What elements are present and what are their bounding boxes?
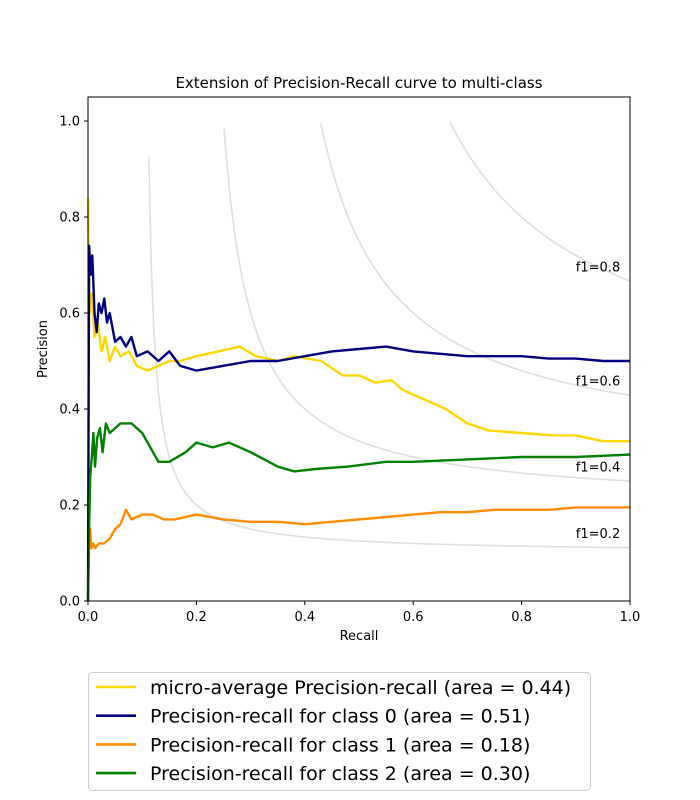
iso-f1-label-3: f1=0.8 [576, 260, 620, 275]
iso-f1-curve-2 [320, 123, 631, 397]
iso-f1-curves: f1=0.2 f1=0.4 f1=0.6 f1=0.8 [148, 121, 631, 549]
iso-f1-label-0: f1=0.2 [576, 527, 620, 542]
legend-frame [88, 672, 591, 791]
iso-f1-label-2: f1=0.6 [576, 375, 620, 390]
series-line-1 [86, 244, 630, 602]
y-tick-label-0: 0.0 [59, 595, 80, 610]
legend-label-0: micro-average Precision-recall (area = 0… [150, 677, 571, 699]
y-tick-label-3: 0.6 [59, 307, 80, 322]
iso-f1-curve-3 [449, 121, 631, 282]
legend-label-3: Precision-recall for class 2 (area = 0.3… [150, 763, 530, 785]
series-line-0 [86, 197, 630, 443]
x-tick-label-1: 0.2 [186, 610, 207, 625]
plot-frame [87, 96, 631, 602]
legend: micro-average Precision-recall (area = 0… [88, 672, 591, 791]
series-lines [86, 197, 631, 602]
y-tick-label-4: 0.8 [59, 211, 80, 226]
series-line-2 [86, 506, 630, 602]
x-tick-label-4: 0.8 [511, 610, 532, 625]
legend-label-1: Precision-recall for class 0 (area = 0.5… [150, 706, 530, 728]
series-line-3 [86, 422, 631, 602]
legend-label-2: Precision-recall for class 1 (area = 0.1… [150, 734, 530, 756]
y-tick-label-2: 0.4 [59, 403, 80, 418]
iso-f1-curve-1 [223, 128, 631, 482]
iso-f1-curve-0 [148, 156, 631, 549]
x-tick-label-3: 0.6 [403, 610, 424, 625]
y-axis-label: Precision [36, 320, 51, 378]
x-axis-label: Recall [340, 629, 379, 644]
x-tick-label-0: 0.0 [78, 610, 99, 625]
x-tick-label-2: 0.4 [294, 610, 315, 625]
x-tick-label-5: 1.0 [620, 610, 641, 625]
y-tick-label-1: 0.2 [59, 499, 80, 514]
x-axis: 0.0 0.2 0.4 0.6 0.8 1.0 [78, 601, 641, 625]
chart-title: Extension of Precision-Recall curve to m… [175, 74, 542, 92]
y-tick-label-5: 1.0 [59, 115, 80, 130]
iso-f1-label-1: f1=0.4 [576, 460, 620, 475]
y-axis: 0.0 0.2 0.4 0.6 0.8 1.0 [59, 115, 88, 610]
